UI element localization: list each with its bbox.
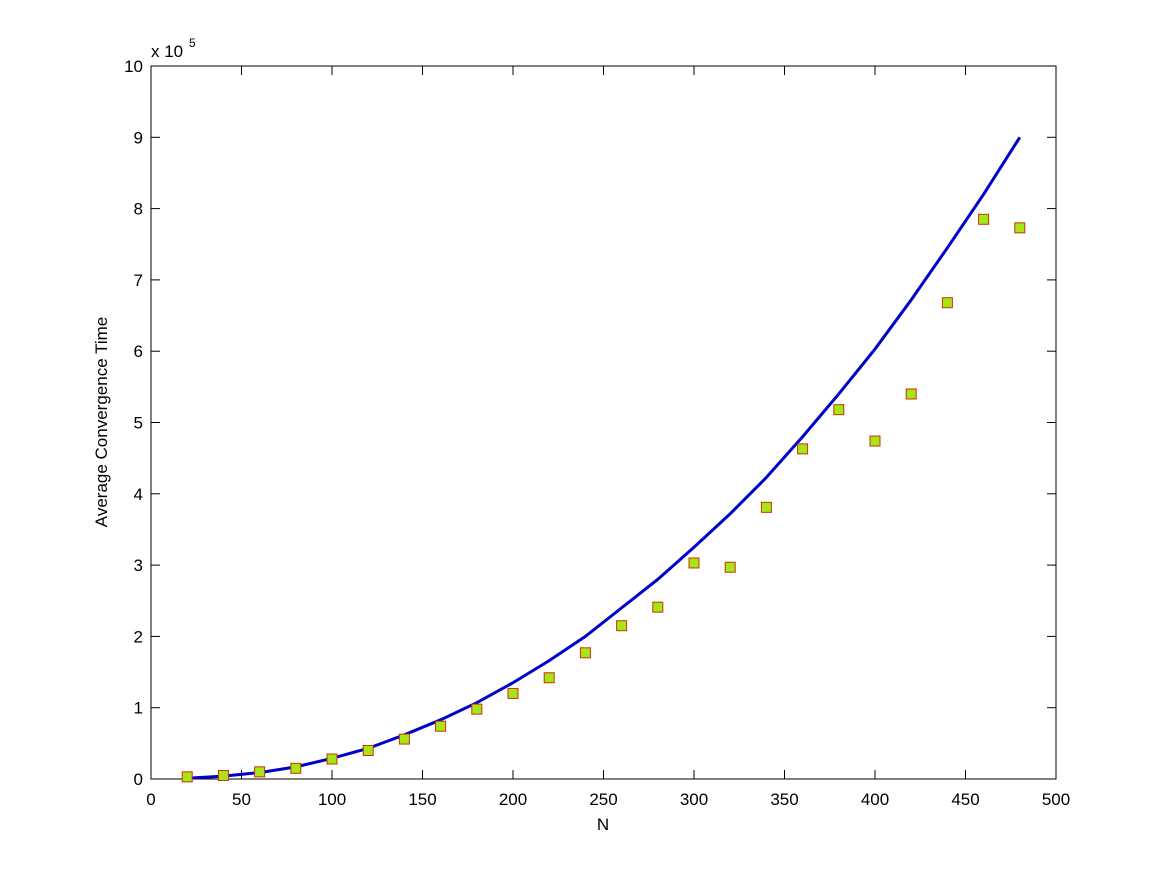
marker [181,771,193,783]
marker [217,769,229,781]
y-tick-label: 0 [134,770,143,789]
x-tick-label: 400 [861,790,889,809]
x-tick-label: 0 [146,790,155,809]
marker [290,762,302,774]
y-tick-label: 9 [134,128,143,147]
marker [833,404,845,416]
marker [616,620,628,632]
x-tick-label: 350 [770,790,798,809]
marker [435,720,447,732]
marker [254,766,266,778]
marker [941,297,953,309]
x-tick-label: 150 [408,790,436,809]
marker [398,733,410,745]
x-tick-label: 200 [499,790,527,809]
marker [579,647,591,659]
marker [760,501,772,513]
marker [507,687,519,699]
y-tick-label: 1 [134,699,143,718]
y-axis-label: Average Convergence Time [92,317,111,527]
y-multiplier-base: x 10 [151,42,183,61]
marker [688,557,700,569]
marker [978,213,990,225]
line [187,136,1022,780]
marker [471,703,483,715]
marker [326,753,338,765]
marker [724,561,736,573]
x-tick-label: 50 [232,790,251,809]
y-tick-label: 8 [134,200,143,219]
marker [905,388,917,400]
y-tick-label: 6 [134,342,143,361]
y-tick-label: 10 [124,57,143,76]
y-tick-label: 7 [134,271,143,290]
marker [362,744,374,756]
marker [543,672,555,684]
x-tick-label: 500 [1042,790,1070,809]
y-tick-label: 3 [134,556,143,575]
x-axis-label: N [597,815,609,834]
marker [797,443,809,455]
x-tick-label: 100 [318,790,346,809]
marker [869,435,881,447]
x-tick-label: 450 [951,790,979,809]
y-tick-label: 5 [134,414,143,433]
x-tick-label: 250 [589,790,617,809]
y-tick-label: 2 [134,627,143,646]
x-tick-label: 300 [680,790,708,809]
marker [1014,222,1026,234]
y-multiplier-exponent: 5 [189,36,196,50]
marker [652,601,664,613]
y-tick-label: 4 [134,485,143,504]
